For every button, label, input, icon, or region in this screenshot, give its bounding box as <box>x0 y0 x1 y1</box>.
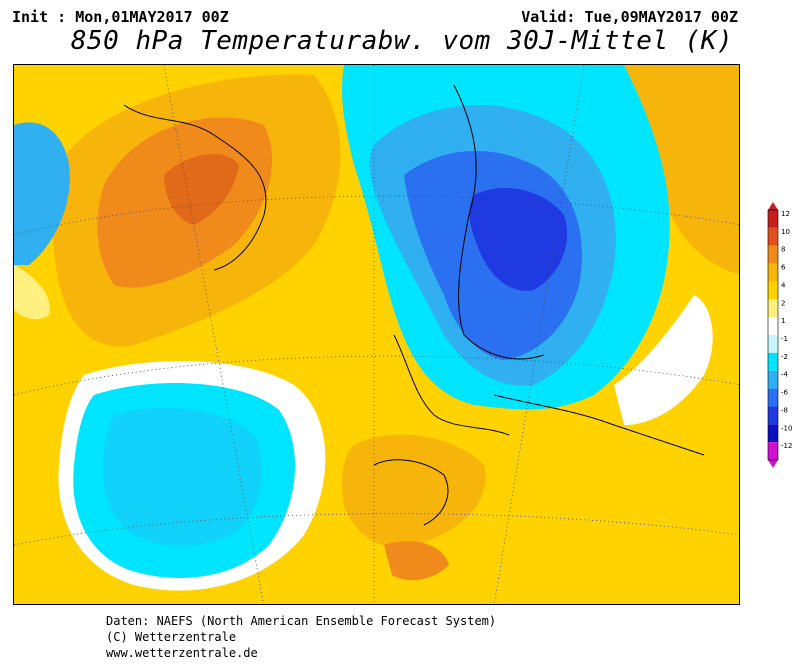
legend-swatch <box>768 370 778 389</box>
legend-bottom-arrow <box>768 460 778 468</box>
anomaly-region-scandinavia-core <box>469 187 568 291</box>
footer-copyright: (C) Wetterzentrale <box>106 630 237 644</box>
anomaly-region-greenland-core <box>164 154 239 225</box>
legend-tick-label: -6 <box>781 389 789 397</box>
legend-swatch <box>768 352 778 371</box>
legend-tick-label: 2 <box>781 299 785 307</box>
legend-tick-label: 1 <box>781 317 785 325</box>
legend-top-arrow <box>768 202 778 210</box>
anomaly-region-labrador-cold <box>14 122 70 265</box>
legend-tick-label: 4 <box>781 281 786 289</box>
legend-swatch <box>768 227 778 246</box>
legend-outline <box>767 209 779 461</box>
legend-tick-label: -12 <box>781 442 792 450</box>
legend-swatch <box>768 406 778 425</box>
legend-swatch <box>768 281 778 300</box>
anomaly-map <box>13 64 740 605</box>
legend-tick-label: -10 <box>781 424 792 432</box>
legend-tick-label: 6 <box>781 264 786 272</box>
graticule <box>14 65 739 604</box>
footer-data-source: Daten: NAEFS (North American Ensemble Fo… <box>106 614 497 628</box>
anomaly-region-northeast-warm <box>624 65 739 275</box>
legend-swatch <box>768 210 778 228</box>
legend-swatch <box>768 388 778 407</box>
map-canvas <box>14 65 739 604</box>
anomaly-region-eastern-europe-neutral <box>614 295 713 425</box>
legend-swatch <box>768 299 778 318</box>
valid-time-label: Valid: Tue,09MAY2017 00Z <box>521 8 738 26</box>
anomaly-region-north-africa-strong <box>384 541 449 581</box>
legend-swatch <box>768 335 778 353</box>
legend-tick-label: 10 <box>781 228 790 236</box>
legend-swatch <box>768 442 778 460</box>
legend-tick-label: -2 <box>781 353 788 361</box>
init-time-label: Init : Mon,01MAY2017 00Z <box>12 8 229 26</box>
legend-swatch <box>768 263 778 282</box>
legend-swatch <box>768 317 778 335</box>
legend-tick-label: 8 <box>781 246 785 254</box>
anomaly-region-atlantic-moderate <box>102 407 262 546</box>
anomaly-region-atlantic-cold <box>73 383 296 578</box>
legend-swatch <box>768 424 778 443</box>
color-scale-legend: 12 10 8 6 4 2 1 -1 -2 -4 -6 -8 -10 -12 <box>767 202 792 468</box>
legend-tick-label: -8 <box>781 406 788 414</box>
footer-website[interactable]: www.wetterzentrale.de <box>106 646 258 660</box>
legend-swatch <box>768 245 778 264</box>
legend-tick-label: -1 <box>781 335 788 343</box>
coastlines <box>123 84 705 526</box>
legend-tick-label: -4 <box>781 371 789 379</box>
legend-tick-label: 12 <box>781 210 790 218</box>
anomaly-region-labrador-cool <box>14 265 50 320</box>
map-title: 850 hPa Temperaturabw. vom 30J-Mittel (K… <box>70 26 734 56</box>
